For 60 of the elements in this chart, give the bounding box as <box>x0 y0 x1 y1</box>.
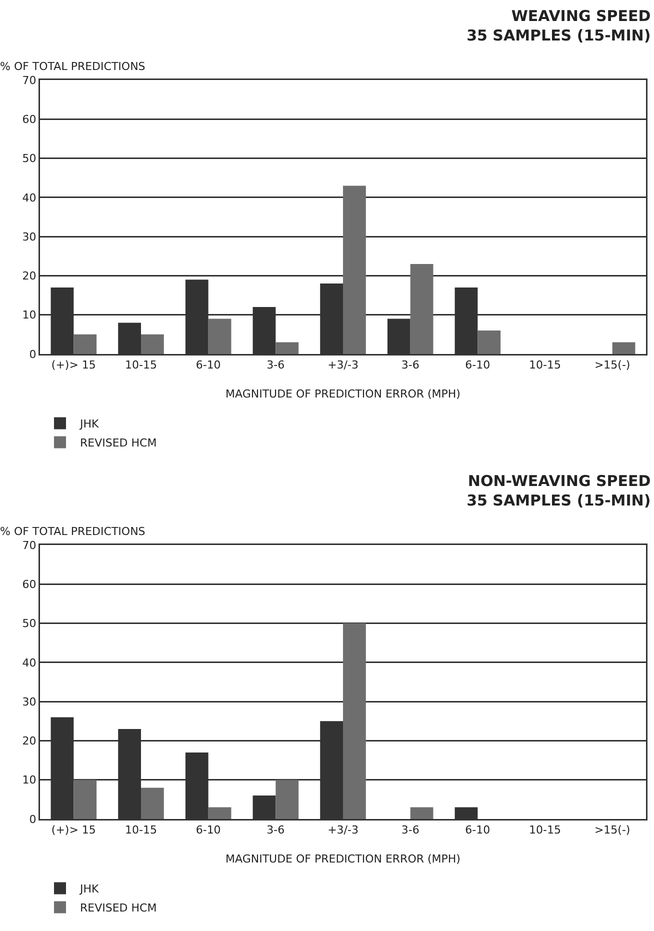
bar <box>478 330 501 354</box>
y-tick-label: 60 <box>22 112 36 126</box>
x-tick-label: 6-10 <box>196 824 221 837</box>
y-tick-label: 20 <box>22 270 36 283</box>
x-axis-title: MAGNITUDE OF PREDICTION ERROR (MPH) <box>226 852 460 866</box>
y-tick-label: 0 <box>29 348 36 361</box>
x-tick-label: +3/-3 <box>328 358 358 372</box>
x-tick-label: 10-15 <box>125 824 157 837</box>
y-tick-label: 30 <box>22 695 36 708</box>
x-tick-label: 10-15 <box>125 358 157 372</box>
y-tick-label: 10 <box>22 774 36 787</box>
y-tick-label: 50 <box>22 152 36 166</box>
chart-title: NON-WEAVING SPEED <box>468 472 651 490</box>
y-tick-label: 70 <box>22 74 36 87</box>
y-axis-title: % OF TOTAL PREDICTIONS <box>0 525 146 538</box>
chart-subtitle: 35 SAMPLES (15-MIN) <box>466 491 651 510</box>
x-axis-title: MAGNITUDE OF PREDICTION ERROR (MPH) <box>226 388 460 400</box>
legend-label: REVISED HCM <box>80 902 157 915</box>
legend-label: JHK <box>79 418 100 431</box>
x-tick-label: 6-10 <box>465 824 490 837</box>
x-tick-label: >15(-) <box>594 358 630 372</box>
x-tick-label: (+)> 15 <box>51 824 96 837</box>
y-tick-label: 40 <box>22 656 36 670</box>
y-axis-title: % OF TOTAL PREDICTIONS <box>0 60 146 73</box>
x-tick-label: 6-10 <box>465 358 490 372</box>
bar <box>208 318 232 354</box>
x-tick-label: (+)> 15 <box>51 358 96 372</box>
bar <box>612 342 636 354</box>
x-tick-label: 3-6 <box>266 358 285 372</box>
bar <box>141 788 164 819</box>
bar <box>74 780 97 819</box>
y-tick-label: 20 <box>22 734 36 748</box>
bar <box>410 264 434 354</box>
y-tick-label: 0 <box>29 812 36 826</box>
y-tick-label: 50 <box>22 617 36 630</box>
x-tick-label: 3-6 <box>266 824 285 837</box>
x-tick-label: 6-10 <box>196 358 221 372</box>
bar <box>74 334 97 354</box>
bar <box>276 342 299 354</box>
bar <box>208 807 232 819</box>
bar <box>343 623 366 819</box>
bar <box>141 334 164 354</box>
legend-label: JHK <box>79 882 100 896</box>
bar <box>410 807 434 819</box>
legend-label: REVISED HCM <box>80 436 157 450</box>
x-tick-label: 10-15 <box>529 824 561 837</box>
x-tick-label: +3/-3 <box>328 824 358 837</box>
y-tick-label: 40 <box>22 191 36 204</box>
chart-title: WEAVING SPEED <box>511 6 651 25</box>
x-tick-label: 10-15 <box>529 358 561 372</box>
bar <box>276 780 299 819</box>
bar <box>343 186 366 354</box>
x-tick-label: 3-6 <box>401 358 420 372</box>
x-tick-label: 3-6 <box>401 824 420 837</box>
y-tick-label: 60 <box>22 578 36 591</box>
y-tick-label: 70 <box>22 538 36 552</box>
x-tick-label: >15(-) <box>594 824 630 837</box>
chart-subtitle: 35 SAMPLES (15-MIN) <box>466 26 651 44</box>
y-tick-label: 30 <box>22 230 36 244</box>
y-tick-label: 10 <box>22 308 36 322</box>
